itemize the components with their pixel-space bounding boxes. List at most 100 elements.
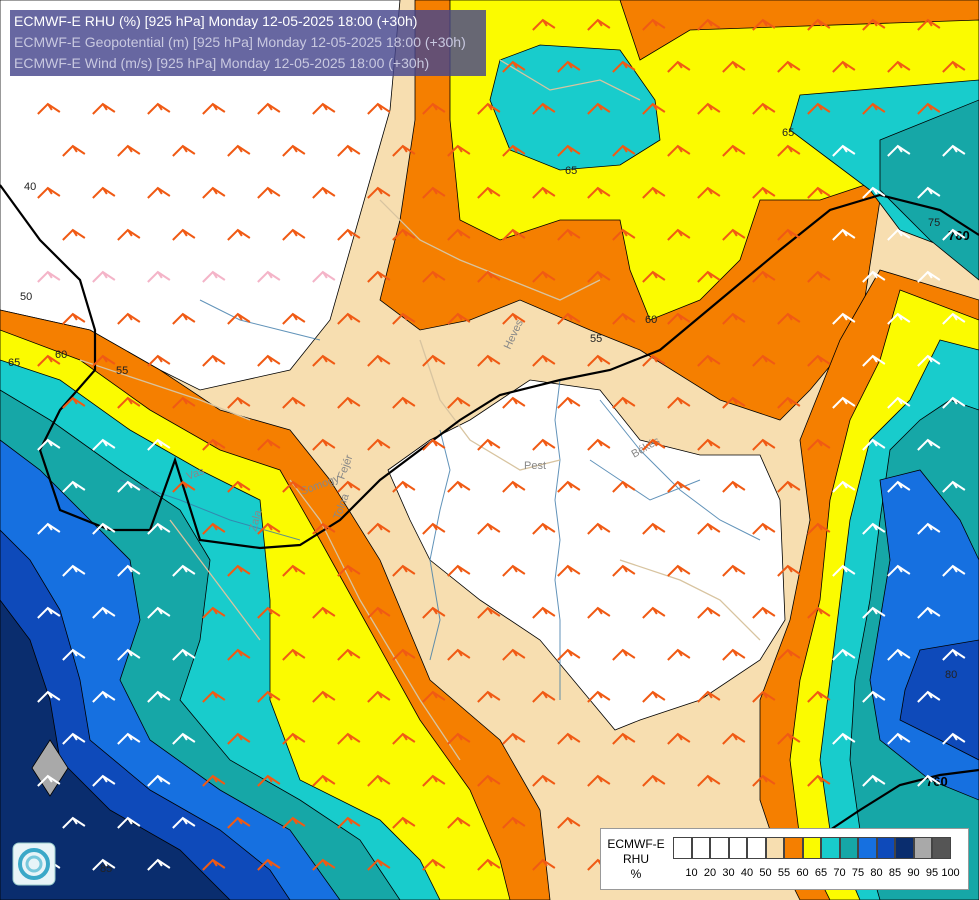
wind-barb	[832, 648, 856, 661]
title-geopotential: ECMWF-E Geopotential (m) [925 hPa] Monda…	[14, 34, 466, 50]
legend-title: ECMWF-E RHU %	[607, 837, 665, 881]
wind-barb	[312, 186, 336, 199]
wind-barb	[887, 312, 911, 325]
wind-barb	[147, 438, 171, 451]
wind-barb	[392, 480, 416, 493]
wind-barb	[62, 396, 86, 409]
wind-barb	[887, 564, 911, 577]
legend-swatch	[913, 837, 932, 859]
wind-barb	[227, 480, 251, 493]
wind-barb	[117, 816, 141, 829]
wind-barb	[942, 732, 966, 745]
wind-barb	[477, 690, 501, 703]
wind-barb	[92, 354, 116, 367]
wind-barb	[282, 228, 306, 241]
wind-barb	[557, 648, 581, 661]
wind-barb	[92, 690, 116, 703]
legend-tick-label: 50	[759, 867, 772, 879]
wind-barb	[117, 396, 141, 409]
wind-barb	[532, 690, 556, 703]
wind-barb	[752, 438, 776, 451]
wind-barb	[642, 18, 666, 31]
wind-barb	[337, 480, 361, 493]
wind-barb	[337, 648, 361, 661]
wind-barb	[337, 312, 361, 325]
wind-barb	[227, 396, 251, 409]
wind-barb	[722, 312, 746, 325]
wind-barb	[917, 774, 941, 787]
wind-barb	[62, 564, 86, 577]
wind-barb	[587, 774, 611, 787]
wind-barb	[367, 186, 391, 199]
wind-barb	[587, 186, 611, 199]
wind-barb	[532, 438, 556, 451]
wind-barb	[62, 732, 86, 745]
place-label: Zala	[247, 508, 264, 533]
wind-barb	[447, 816, 471, 829]
wind-barb	[422, 522, 446, 535]
wind-barb	[942, 564, 966, 577]
wind-barb	[887, 228, 911, 241]
wind-barb	[257, 186, 281, 199]
wind-barb	[477, 270, 501, 283]
wind-barb	[642, 270, 666, 283]
wind-barb	[697, 690, 721, 703]
wind-barb	[862, 18, 886, 31]
wind-barb	[777, 144, 801, 157]
wind-barb	[172, 396, 196, 409]
wind-barb	[777, 396, 801, 409]
wind-barb	[887, 648, 911, 661]
river-lines	[119, 299, 761, 700]
geopotential-contour-760-south	[829, 768, 979, 831]
wind-barb	[147, 354, 171, 367]
wind-barb	[257, 354, 281, 367]
wind-barb	[777, 312, 801, 325]
wind-barb	[37, 354, 61, 367]
wind-barb	[587, 102, 611, 115]
legend-tick-label: 90	[907, 867, 920, 879]
wind-barb	[227, 312, 251, 325]
wind-barb	[367, 354, 391, 367]
wind-barb	[917, 18, 941, 31]
wind-barb	[502, 648, 526, 661]
wind-barb	[227, 732, 251, 745]
wind-barb	[587, 522, 611, 535]
wind-barb	[917, 354, 941, 367]
wind-barb	[557, 60, 581, 73]
wind-barb	[862, 102, 886, 115]
wind-barb	[202, 438, 226, 451]
wind-barb	[447, 564, 471, 577]
wind-barb	[37, 774, 61, 787]
wind-barb	[257, 522, 281, 535]
wind-barb	[312, 522, 336, 535]
legend-swatch	[839, 837, 858, 859]
wind-barb	[62, 480, 86, 493]
wind-barb	[282, 564, 306, 577]
contour-label: 85	[100, 863, 112, 875]
wind-barb	[887, 732, 911, 745]
legend-tick-label: 95	[925, 867, 939, 879]
wind-barb	[807, 522, 831, 535]
legend-swatch	[932, 837, 951, 859]
wind-barb	[257, 690, 281, 703]
wind-barb	[172, 312, 196, 325]
wind-barb	[367, 270, 391, 283]
wind-barb	[447, 480, 471, 493]
wind-barb	[667, 480, 691, 493]
wind-barb	[282, 816, 306, 829]
contour-label: 65	[8, 357, 20, 369]
wind-barb	[887, 60, 911, 73]
wind-barb	[557, 564, 581, 577]
wind-barb	[642, 186, 666, 199]
wind-barb	[832, 396, 856, 409]
wind-barb	[777, 480, 801, 493]
wind-barb	[202, 774, 226, 787]
legend-swatch	[876, 837, 895, 859]
wind-barb	[532, 522, 556, 535]
legend-swatch	[895, 837, 914, 859]
wind-barb	[832, 480, 856, 493]
legend-tick-label: 10	[685, 867, 698, 879]
legend-tick-label: 55	[777, 867, 791, 879]
wind-barb	[752, 102, 776, 115]
contour-label: 50	[20, 291, 32, 303]
